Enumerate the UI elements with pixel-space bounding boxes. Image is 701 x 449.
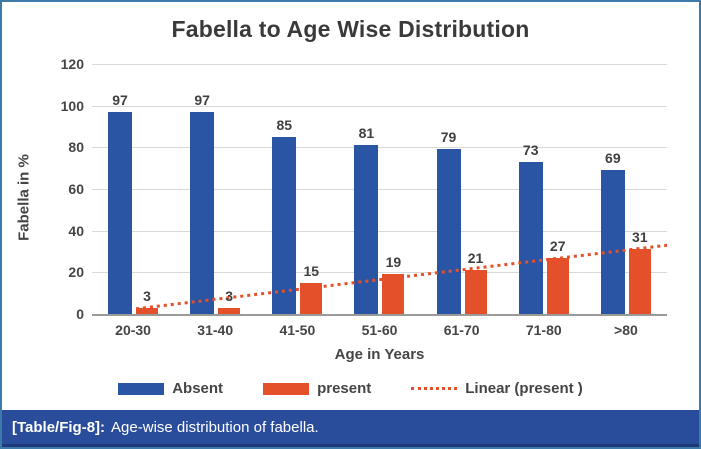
data-label: 27 [549,237,566,254]
data-label: 3 [225,287,234,304]
present-bar [218,307,241,314]
caption-text: Age-wise distribution of fabella. [111,418,319,436]
data-label: 97 [194,91,210,108]
gridline [92,272,667,274]
gridline [92,147,667,149]
x-tick-label: 51-60 [361,322,398,338]
legend-swatch-present [263,382,310,395]
y-axis-title: Fabella in % [15,154,33,241]
gridline [92,189,667,190]
x-tick-label: 20-30 [115,322,151,338]
legend-label: Absent [172,380,224,397]
data-label: 97 [112,91,128,108]
absent-bar [436,149,461,314]
y-tick-label: 120 [60,56,84,72]
present-bar [464,270,487,314]
absent-bar [108,111,132,314]
figure-caption: [Table/Fig-8]: Age-wise distribution of … [2,410,699,447]
y-tick-label: 60 [68,181,84,197]
data-label: 21 [467,250,484,267]
data-label: 73 [522,141,539,158]
present-bar [300,282,323,314]
gridline [92,64,667,65]
data-label: 3 [143,287,151,304]
x-tick-label: 71-80 [525,322,562,338]
present-bar [546,257,569,314]
caption-label: [Table/Fig-8]: [12,418,106,436]
data-label: 85 [276,116,293,133]
legend: Absent present Linear (present ) [2,380,699,397]
y-tick-label: 100 [60,97,84,114]
legend-label: Linear (present ) [465,380,583,397]
present-bar [628,249,651,314]
x-tick-label: >80 [614,322,638,338]
y-tick-label: 80 [68,139,84,156]
legend-item-linear-present: Linear (present ) [411,380,583,397]
absent-bar [354,145,379,314]
x-tick-label: 41-50 [279,322,316,338]
data-label: 81 [358,125,375,142]
legend-label: present [317,380,372,397]
legend-item-absent: Absent [118,380,223,397]
chart-title: Fabella to Age Wise Distribution [171,16,530,42]
present-bar [136,307,158,314]
gridline [92,230,667,232]
data-label: 19 [385,254,402,271]
absent-bar [272,136,297,314]
legend-swatch-absent [118,382,165,395]
data-label: 79 [440,129,457,146]
y-tick-label: 0 [76,306,84,322]
x-axis-title: Age in Years [334,346,425,363]
gridline [92,105,667,107]
data-label: 15 [303,262,320,279]
legend-item-present: present [263,380,371,397]
absent-bar [600,170,625,314]
y-tick-label: 20 [68,264,84,281]
x-tick-label: 31-40 [197,322,234,338]
absent-bar [518,161,543,314]
present-bar [382,274,405,314]
trendline [135,243,668,311]
absent-bar [190,111,215,314]
plot-area: 0 20 40 60 80 100 120 97 3 20-30 97 3 31-40 85 15 41-50… [61,56,668,338]
data-label: 69 [605,150,621,167]
y-tick-label: 40 [68,222,84,239]
x-tick-label: 61-70 [443,322,480,338]
data-label: 31 [632,229,648,246]
legend-trendline-swatch [411,387,458,390]
